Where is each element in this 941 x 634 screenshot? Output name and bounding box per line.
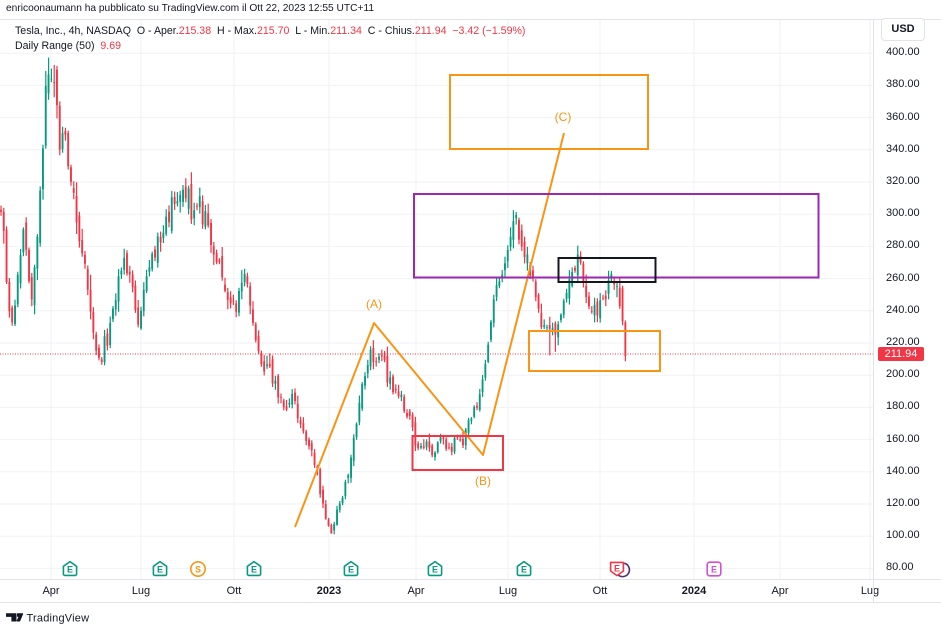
svg-text:E: E [521, 564, 527, 574]
svg-text:E: E [711, 564, 717, 574]
svg-text:(C): (C) [555, 110, 572, 124]
svg-text:E: E [348, 564, 354, 574]
svg-text:S: S [194, 564, 200, 574]
svg-text:TradingView: TradingView [27, 613, 90, 625]
svg-text:E: E [432, 564, 438, 574]
svg-text:E: E [157, 564, 163, 574]
svg-text:(B): (B) [475, 474, 491, 488]
svg-text:E: E [251, 564, 257, 574]
svg-text:(A): (A) [366, 297, 382, 311]
svg-text:E: E [614, 564, 620, 574]
svg-text:E: E [67, 564, 73, 574]
